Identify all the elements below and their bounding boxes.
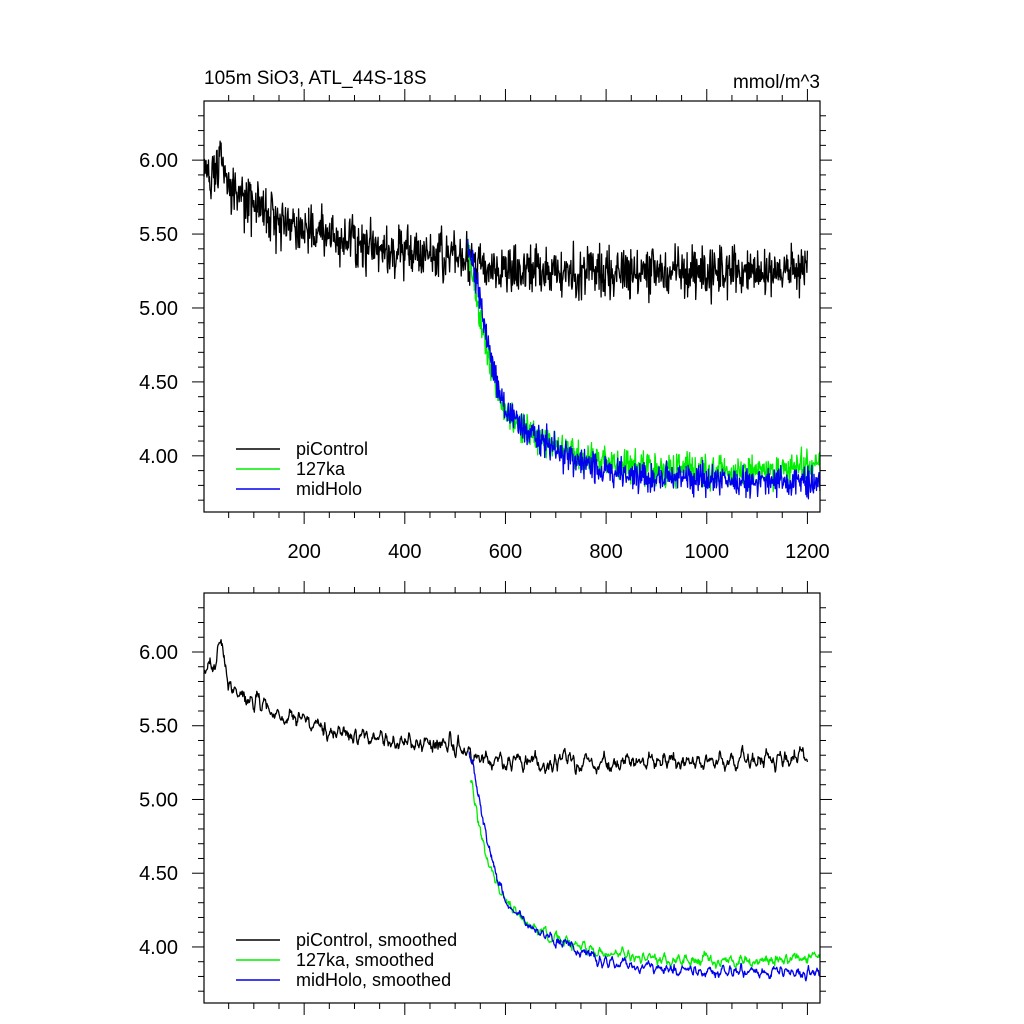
x-tick-label: 1200: [785, 541, 830, 563]
x-tick-label: 400: [388, 541, 421, 563]
y-tick-label: 6.00: [139, 642, 178, 664]
x-tick-label: 600: [489, 541, 522, 563]
y-tick-label: 4.00: [139, 446, 178, 468]
y-tick-label: 6.00: [139, 150, 178, 172]
series-line-picontrol: [203, 639, 809, 775]
series-line-midholo: [468, 751, 821, 982]
y-tick-label: 4.00: [139, 937, 178, 959]
y-tick-label: 4.50: [139, 372, 178, 394]
x-tick-label: 1000: [685, 541, 730, 563]
y-tick-label: 5.00: [139, 298, 178, 320]
units-label: mmol/m^3: [733, 72, 820, 93]
bottom-plot-frame: [203, 592, 821, 1004]
series-line-127ka: [469, 779, 821, 969]
y-tick-label: 5.50: [139, 224, 178, 246]
bottom-axis-ticks: 4.00 4.50 5.00 5.50 6.00: [139, 581, 832, 1015]
top-panel: 105m SiO3, ATL_44S-18S mmol/m^3 200 400 60…: [139, 68, 832, 563]
x-tick-label: 200: [287, 541, 320, 563]
legend-label: midHolo: [296, 479, 362, 499]
legend-label: piControl, smoothed: [296, 930, 457, 950]
y-tick-label: 4.50: [139, 863, 178, 885]
x-tick-label: 800: [589, 541, 622, 563]
legend-label: 127ka, smoothed: [296, 950, 434, 970]
y-tick-label: 5.00: [139, 789, 178, 811]
legend-label: 127ka: [296, 459, 346, 479]
y-tick-label: 5.50: [139, 716, 178, 738]
top-plot-frame: [203, 100, 821, 513]
bottom-panel: 4.00 4.50 5.00 5.50 6.00 piControl, smoothed…: [139, 581, 832, 1015]
chart-title: 105m SiO3, ATL_44S-18S: [204, 68, 427, 89]
series-line-picontrol: [203, 140, 809, 305]
legend-label: piControl: [296, 439, 368, 459]
top-axis-ticks: 200 400 600 800 1000 1200 4.00 4.50 5.00 5.50 6.00: [139, 89, 832, 563]
top-series-lines: [203, 140, 821, 500]
bottom-series-lines: [203, 639, 821, 982]
series-line-midholo: [467, 239, 821, 500]
legend-label: midHolo, smoothed: [296, 970, 451, 990]
